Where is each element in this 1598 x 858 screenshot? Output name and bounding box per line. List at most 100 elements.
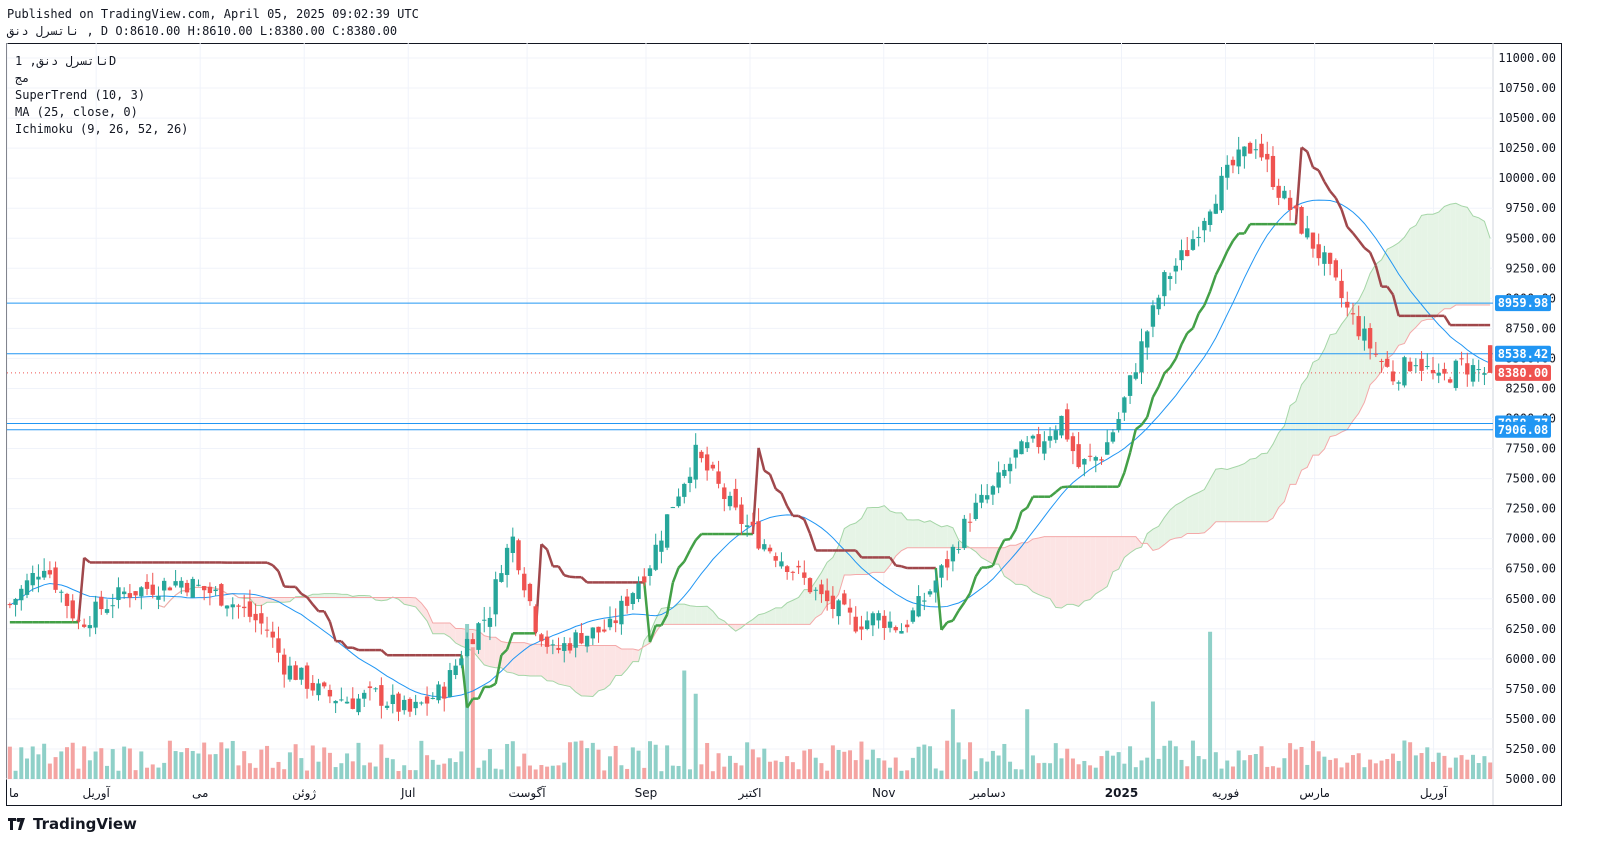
candle-body bbox=[1253, 149, 1258, 151]
candle-body bbox=[910, 610, 916, 622]
volume-bar bbox=[567, 742, 572, 779]
cloud-segment bbox=[1415, 215, 1422, 328]
tradingview-logo[interactable]: TradingView bbox=[8, 815, 137, 833]
volume-bar bbox=[25, 758, 30, 779]
volume-bar bbox=[499, 769, 504, 779]
supertrend-segment bbox=[1443, 315, 1452, 326]
candle-body bbox=[1465, 363, 1470, 375]
volume-bar bbox=[905, 770, 910, 779]
candle-body bbox=[1093, 457, 1098, 461]
volume-bar bbox=[305, 770, 310, 779]
volume-bar bbox=[385, 757, 390, 779]
volume-bar bbox=[350, 761, 355, 779]
y-tick-label: 7000.00 bbox=[1505, 532, 1556, 546]
x-tick-label: اکتبر bbox=[738, 786, 762, 801]
volume-bar bbox=[1333, 758, 1338, 779]
volume-bar bbox=[185, 748, 190, 779]
candle-body bbox=[596, 626, 601, 633]
volume-bar bbox=[1305, 764, 1310, 779]
volume-bar bbox=[985, 761, 990, 779]
candle-body bbox=[133, 591, 138, 596]
volume-bar bbox=[487, 749, 492, 779]
cloud-segment bbox=[1387, 246, 1393, 359]
cloud-segment bbox=[609, 645, 616, 685]
candle-body bbox=[1053, 430, 1058, 440]
cloud-segment bbox=[627, 648, 633, 670]
candle-body bbox=[1025, 442, 1030, 449]
cloud-segment bbox=[1152, 526, 1159, 551]
supertrend-segment bbox=[797, 514, 805, 521]
volume-bar bbox=[796, 769, 801, 779]
legend-ichimoku[interactable]: Ichimoku (9, 26, 52, 26) bbox=[15, 122, 189, 136]
y-tick-label: 7250.00 bbox=[1505, 502, 1556, 516]
candle-body bbox=[1065, 409, 1070, 440]
candle-body bbox=[716, 471, 721, 484]
candle-body bbox=[1105, 442, 1110, 455]
candle-body bbox=[1087, 455, 1093, 457]
volume-bar bbox=[585, 748, 590, 779]
cloud-segment bbox=[867, 507, 873, 575]
legend-supertrend[interactable]: SuperTrend (10, 3) bbox=[15, 88, 146, 102]
candle-body bbox=[1185, 250, 1190, 257]
volume-bar bbox=[122, 746, 127, 779]
supertrend-segment bbox=[328, 621, 337, 642]
volume-bar bbox=[870, 749, 875, 779]
supertrend-segment bbox=[1306, 151, 1315, 168]
cloud-segment bbox=[1107, 536, 1113, 587]
published-line: Published on TradingView.com, April 05, … bbox=[7, 7, 419, 21]
volume-bar bbox=[1362, 767, 1367, 779]
cloud-segment bbox=[1187, 495, 1193, 534]
supertrend-segment bbox=[1123, 452, 1132, 473]
supertrend-segment bbox=[340, 640, 349, 649]
cloud-segment bbox=[1341, 316, 1348, 433]
candle-body bbox=[47, 570, 53, 575]
volume-bar bbox=[396, 771, 401, 779]
volume-bar bbox=[1059, 758, 1064, 779]
cloud-segment bbox=[1484, 221, 1491, 306]
legend-ma[interactable]: MA (25, close, 0) bbox=[15, 105, 138, 119]
candle-body bbox=[579, 633, 584, 644]
volume-bar bbox=[282, 769, 287, 779]
candle-body bbox=[247, 601, 253, 617]
candle-body bbox=[36, 576, 41, 580]
last-price-tag-bg bbox=[1495, 364, 1551, 381]
candle-body bbox=[1402, 357, 1407, 386]
volume-bar bbox=[1402, 740, 1407, 779]
volume-bar bbox=[522, 753, 527, 779]
supertrend-segment bbox=[1174, 343, 1183, 360]
supertrend-segment bbox=[934, 567, 943, 631]
volume-bar bbox=[379, 744, 384, 779]
cloud-segment bbox=[312, 594, 319, 598]
y-tick-label: 5250.00 bbox=[1505, 742, 1556, 756]
y-tick-label: 8250.00 bbox=[1505, 381, 1556, 395]
volume-bar bbox=[716, 753, 721, 779]
cloud-segment bbox=[1095, 536, 1102, 594]
y-tick-label: 7750.00 bbox=[1505, 442, 1556, 456]
x-tick-label: Jul bbox=[400, 786, 415, 800]
cloud-segment bbox=[1038, 536, 1045, 597]
volume-bar bbox=[1288, 743, 1293, 779]
candle-body bbox=[1322, 252, 1327, 264]
supertrend-segment bbox=[489, 682, 497, 688]
cloud-segment bbox=[752, 614, 759, 625]
volume-bar bbox=[1459, 755, 1464, 779]
supertrend-segment bbox=[494, 654, 503, 685]
ma-line bbox=[9, 199, 1491, 699]
cloud-segment bbox=[501, 641, 508, 673]
volume-bar bbox=[705, 742, 710, 779]
candle-body bbox=[453, 665, 458, 676]
volume-bar bbox=[739, 765, 744, 779]
volume-bar bbox=[527, 765, 532, 779]
volume-bar bbox=[1070, 758, 1075, 779]
volume-bar bbox=[367, 762, 372, 779]
candle-body bbox=[836, 600, 841, 617]
candle-body bbox=[824, 590, 830, 602]
candle-body bbox=[1327, 252, 1333, 264]
cloud-segment bbox=[1164, 509, 1171, 545]
candle-body bbox=[116, 587, 121, 601]
volume-bar bbox=[893, 757, 898, 779]
volume-bar bbox=[848, 750, 853, 779]
candle-body bbox=[950, 546, 956, 562]
candle-body bbox=[1430, 369, 1436, 374]
